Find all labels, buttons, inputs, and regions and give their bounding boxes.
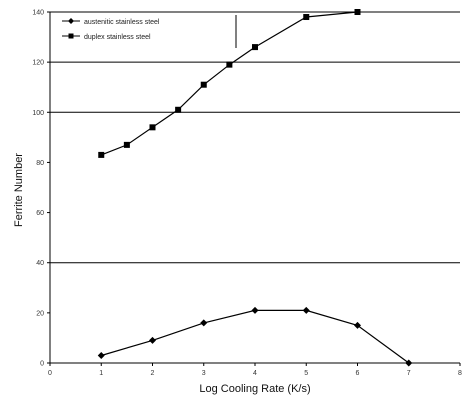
- y-tick-label: 140: [32, 10, 44, 17]
- data-point-square: [303, 14, 310, 21]
- data-point-diamond: [405, 359, 413, 367]
- data-point-square: [175, 106, 182, 113]
- y-tick-label: 80: [36, 160, 44, 167]
- data-series: [97, 9, 413, 367]
- legend-marker-square: [68, 33, 74, 39]
- x-tick-label: 5: [304, 370, 308, 377]
- data-point-diamond: [302, 306, 310, 314]
- legend-label-duplex: duplex stainless steel: [84, 34, 151, 41]
- x-tick-label: 2: [151, 370, 155, 377]
- legend-label-austenitic: austenitic stainless steel: [84, 19, 160, 26]
- series-line-0: [101, 309, 410, 364]
- data-point-square: [200, 81, 207, 88]
- y-tick-label: 20: [36, 310, 44, 317]
- x-tick-label: 6: [356, 370, 360, 377]
- y-tick-label: 60: [36, 210, 44, 217]
- data-point-square: [354, 9, 361, 15]
- legend-marker-diamond: [68, 18, 74, 24]
- x-tick-label: 1: [99, 370, 103, 377]
- data-point-square: [98, 151, 105, 158]
- data-point-diamond: [354, 321, 361, 329]
- x-tick-label: 0: [48, 370, 52, 377]
- x-tick-label: 3: [202, 370, 206, 377]
- data-point-diamond: [200, 319, 208, 327]
- data-point-square: [123, 141, 130, 148]
- x-axis-title: Log Cooling Rate (K/s): [199, 383, 310, 395]
- y-tick-label: 120: [32, 60, 44, 67]
- data-point-diamond: [97, 351, 105, 359]
- x-tick-label: 8: [458, 370, 462, 377]
- legend: austenitic stainless steel duplex stainl…: [62, 15, 237, 48]
- x-tick-label: 7: [407, 370, 411, 377]
- data-point-diamond: [251, 306, 259, 314]
- data-point-square: [252, 44, 258, 51]
- y-axis-title: Ferrite Number: [13, 153, 25, 227]
- data-point-diamond: [149, 336, 156, 344]
- y-tick-label: 0: [40, 361, 44, 368]
- x-tick-label: 4: [253, 370, 257, 377]
- data-point-square: [149, 124, 156, 131]
- data-point-square: [226, 61, 233, 68]
- gridlines: [50, 61, 460, 264]
- y-tick-label: 40: [36, 260, 44, 267]
- y-tick-label: 100: [32, 110, 44, 117]
- axis-ticks: 0 20 40 60 80 100 120 140 0 1 2 3 4 5 6 7 8: [32, 10, 462, 378]
